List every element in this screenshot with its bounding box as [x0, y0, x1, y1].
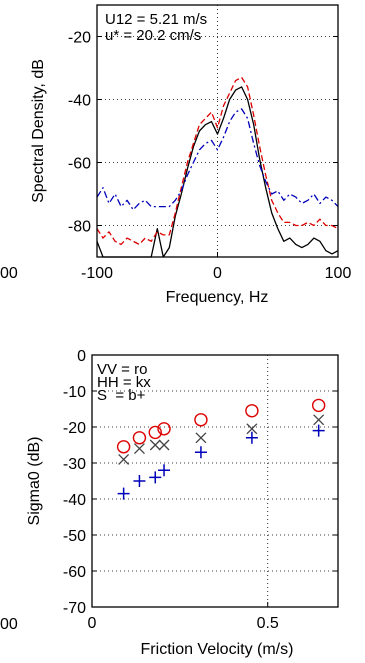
sigma0-legend-s: S = b+: [97, 387, 146, 404]
sigma0-xtick-label: 0: [88, 615, 97, 632]
spectrum-annotation-wind: U12 = 5.21 m/s: [105, 11, 207, 28]
sigma0-ytick-label: -50: [63, 528, 86, 545]
spectrum-xtick-label: 100: [325, 265, 352, 282]
sigma0-ytick-label: -30: [63, 456, 86, 473]
sigma0-point-vv: [116, 440, 131, 454]
sigma0-plot-frame: [91, 354, 339, 608]
spectrum-plot-area: [97, 5, 338, 257]
sigma0-legend-vv: VV = ro: [97, 361, 147, 378]
spectrum-tick-marks: [96, 36, 339, 257]
sigma0-point-s: [194, 446, 207, 459]
sigma0-point-vv: [245, 404, 259, 418]
sigma0-point-hh: [149, 439, 161, 451]
sigma0-tick-marks: [91, 354, 338, 608]
sigma0-point-s: [158, 464, 171, 477]
sigma0-y-axis-label: Sigma0 (dB): [26, 437, 43, 526]
sigma0-x-tick-labels: 0 0.5: [88, 615, 279, 632]
sigma0-point-vv: [311, 398, 326, 413]
sigma0-point-hh: [246, 423, 258, 435]
sigma0-point-hh: [118, 453, 130, 465]
sigma0-point-s: [312, 424, 325, 437]
sigma0-ytick-label: -70: [63, 600, 86, 617]
sigma0-xtick-label: 0.5: [257, 615, 279, 632]
sigma0-clipped-tick-label: 00: [0, 616, 18, 633]
sigma0-grid: [92, 355, 338, 607]
spectrum-y-axis-label: Spectral Density, dB: [30, 59, 47, 203]
spectrum-x-axis-label: Frequency, Hz: [166, 289, 269, 306]
sigma0-ytick-label: -60: [63, 564, 86, 581]
sigma0-point-s: [245, 431, 258, 444]
spectrum-ytick-label: -40: [68, 93, 91, 110]
sigma0-ytick-label: -10: [63, 384, 86, 401]
sigma0-point-vv: [132, 431, 147, 445]
spectrum-series-line-2: [96, 76, 339, 246]
spectrum-ytick-label: -80: [68, 219, 91, 236]
spectrum-ytick-label: -20: [68, 30, 91, 47]
sigma0-x-axis-label: Friction Velocity (m/s): [141, 641, 294, 658]
sigma0-ytick-label: -40: [63, 492, 86, 509]
spectrum-clipped-tick-label: 00: [0, 265, 18, 282]
spectrum-xtick-label: -100: [81, 265, 113, 282]
spectrum-x-tick-labels: -100 0 100: [81, 265, 351, 282]
sigma0-point-s: [117, 487, 130, 500]
sigma0-point-vv: [194, 413, 208, 427]
spectrum-ytick-label: -60: [68, 156, 91, 173]
sigma0-ytick-label: -20: [63, 420, 86, 437]
sigma0-y-tick-labels: -70 -60 -50 -40 -30 -20 -10 0: [63, 348, 86, 617]
sigma0-points: [116, 398, 326, 500]
spectrum-xtick-label: 0: [213, 265, 222, 282]
sigma0-point-hh: [195, 432, 207, 444]
sigma0-point-hh: [133, 443, 145, 455]
sigma0-plot-area: [92, 355, 338, 607]
sigma0-point-hh: [313, 414, 325, 426]
sigma0-legend-hh: HH = kx: [97, 374, 151, 391]
sigma0-point-vv: [148, 425, 162, 440]
sigma0-point-hh: [158, 439, 170, 451]
sigma0-point-vv: [157, 422, 171, 436]
sigma0-point-s: [133, 475, 146, 487]
spectrum-annotation-friction: u* = 20.2 cm/s: [105, 27, 201, 44]
spectrum-chart: -80-60-40-20 -100 0 100 00 U12 = 5.21 m/s …: [0, 4, 351, 306]
sigma0-ytick-label: 0: [77, 348, 86, 365]
sigma0-chart: -70-60-50-40-30-20-100 0 0.5 00 VV = ro H…: [0, 348, 339, 658]
spectrum-y-tick-labels: -80 -60 -40 -20: [68, 30, 91, 236]
sigma0-point-s: [149, 471, 162, 484]
spectrum-series-line-3: [96, 108, 339, 211]
